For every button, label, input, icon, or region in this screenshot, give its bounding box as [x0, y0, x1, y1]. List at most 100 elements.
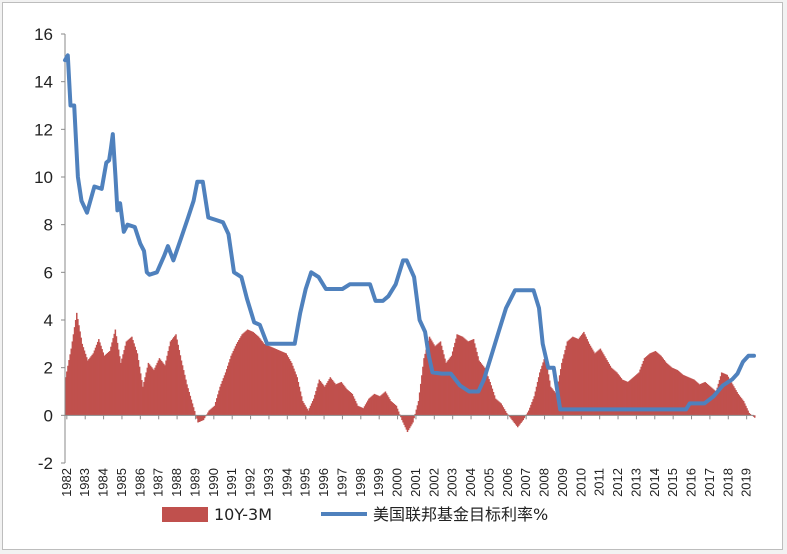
bar-10y-3m	[537, 377, 540, 416]
x-tick-label: 2012	[610, 468, 625, 497]
bar-10y-3m	[543, 359, 545, 416]
bar-10y-3m	[83, 350, 86, 416]
bar-10y-3m	[658, 353, 660, 416]
bar-10y-3m	[327, 381, 329, 416]
x-tick-label: 2018	[720, 468, 735, 497]
bar-10y-3m	[539, 372, 541, 416]
x-tick-label: 1984	[96, 468, 111, 497]
bar-10y-3m	[142, 386, 144, 416]
bar-10y-3m	[273, 348, 275, 416]
bar-10y-3m	[666, 363, 669, 416]
bar-10y-3m	[116, 342, 119, 416]
bar-10y-3m	[340, 381, 343, 416]
bar-10y-3m	[69, 354, 71, 416]
bar-10y-3m	[82, 347, 85, 416]
bar-10y-3m	[497, 400, 499, 416]
bar-10y-3m	[265, 344, 268, 416]
bar-10y-3m	[466, 340, 468, 416]
bar-10y-3m	[675, 369, 678, 416]
bar-10y-3m	[65, 377, 67, 416]
bar-10y-3m	[369, 397, 371, 416]
bar-10y-3m	[752, 415, 755, 417]
x-axis-ticks: 1982 1983 1984 1985 1986 1987 1988 1989 1990 1991…	[59, 415, 754, 497]
bar-10y-3m	[514, 415, 517, 425]
bar-10y-3m	[362, 408, 365, 416]
bar-10y-3m	[609, 365, 612, 416]
y-tick-label: 8	[44, 216, 53, 235]
bar-10y-3m	[631, 378, 634, 416]
bar-10y-3m	[242, 333, 244, 416]
bar-10y-3m	[632, 377, 635, 416]
bar-10y-3m	[617, 373, 619, 416]
bar-10y-3m	[150, 367, 153, 416]
bar-10y-3m	[191, 403, 194, 416]
bar-10y-3m	[509, 415, 511, 418]
bar-10y-3m	[686, 376, 689, 416]
bar-10y-3m	[249, 330, 251, 416]
bar-10y-3m	[447, 360, 450, 416]
x-tick-label: 2003	[445, 468, 460, 497]
bar-10y-3m	[534, 391, 537, 416]
y-axis-ticks: -2 0 2 4 6 8 10 12 14 16	[34, 25, 65, 473]
bar-10y-3m	[523, 415, 526, 419]
bar-10y-3m	[263, 343, 265, 416]
bar-10y-3m	[427, 340, 430, 416]
bar-10y-3m	[493, 395, 496, 416]
bar-10y-3m	[471, 339, 474, 416]
bar-10y-3m	[306, 408, 308, 416]
bar-10y-3m	[388, 397, 390, 416]
bar-10y-3m	[627, 381, 629, 416]
bar-10y-3m	[696, 382, 699, 416]
bar-10y-3m	[564, 350, 566, 416]
line-series-fed-funds-rate	[63, 53, 756, 412]
bar-10y-3m	[270, 346, 272, 416]
bar-10y-3m	[716, 387, 719, 416]
bar-10y-3m	[385, 393, 388, 416]
bar-10y-3m	[95, 344, 98, 416]
bar-10y-3m	[209, 409, 211, 416]
bar-10y-3m	[715, 391, 717, 416]
bar-10y-3m	[176, 339, 178, 416]
bar-10y-3m	[307, 410, 310, 416]
bar-10y-3m	[697, 383, 700, 416]
bar-10y-3m	[551, 388, 553, 416]
bar-10y-3m	[391, 401, 393, 416]
bar-10y-3m	[440, 345, 443, 416]
x-tick-label: 2013	[628, 468, 643, 497]
x-tick-label: 2006	[500, 468, 515, 497]
bar-10y-3m	[555, 393, 558, 416]
bar-10y-3m	[690, 378, 692, 416]
bar-10y-3m	[693, 379, 695, 416]
bar-10y-3m	[271, 347, 273, 416]
bar-10y-3m	[640, 366, 642, 416]
bar-10y-3m	[618, 375, 620, 416]
bar-10y-3m	[321, 383, 324, 416]
bar-10y-3m	[446, 361, 448, 416]
x-tick-label: 2002	[426, 468, 441, 497]
bar-10y-3m	[139, 373, 142, 416]
bar-10y-3m	[361, 407, 364, 416]
bar-10y-3m	[515, 415, 518, 426]
bar-10y-3m	[144, 377, 146, 416]
bar-10y-3m	[91, 354, 93, 416]
bar-10y-3m	[428, 336, 431, 416]
bar-10y-3m	[470, 340, 473, 416]
bar-10y-3m	[487, 376, 489, 416]
bar-10y-3m	[747, 410, 749, 416]
bar-10y-3m	[104, 354, 107, 416]
bar-10y-3m	[367, 400, 369, 416]
bar-10y-3m	[372, 394, 375, 416]
x-tick-label: 2007	[518, 468, 533, 497]
x-tick-label: 2015	[665, 468, 680, 497]
bar-10y-3m	[737, 393, 739, 416]
bar-10y-3m	[166, 355, 168, 416]
bar-10y-3m	[128, 338, 131, 416]
bar-10y-3m	[579, 336, 582, 416]
bar-10y-3m	[630, 379, 633, 416]
bar-10y-3m	[536, 381, 539, 416]
bar-10y-3m	[413, 415, 415, 419]
x-tick-label: 2010	[573, 468, 588, 497]
bar-10y-3m	[580, 334, 583, 416]
x-tick-label: 2016	[684, 468, 699, 497]
bar-10y-3m	[381, 394, 383, 416]
